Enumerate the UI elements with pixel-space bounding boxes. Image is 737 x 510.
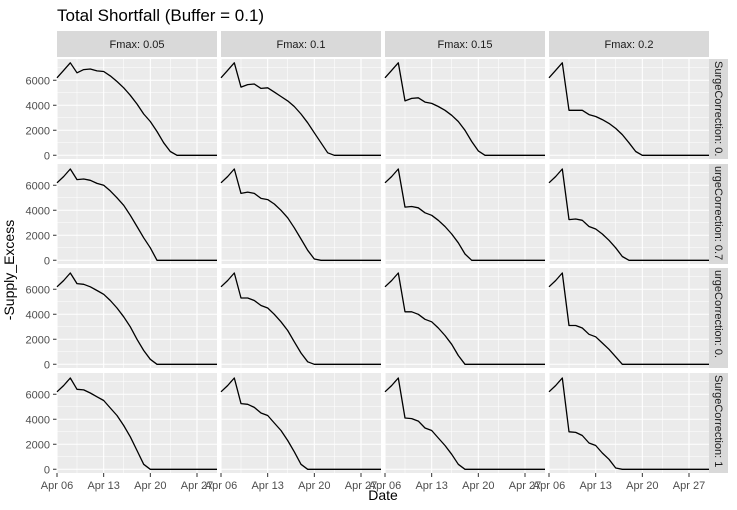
y-tick-label: 2000 [26, 125, 50, 137]
x-tick-label: Apr 20 [134, 480, 166, 492]
panel-background [221, 268, 381, 368]
y-tick-label: 0 [44, 150, 50, 162]
col-strip [221, 31, 381, 57]
x-tick-label: Apr 20 [462, 480, 494, 492]
col-strip-label: Fmax: 0.1 [277, 39, 326, 51]
x-tick-label: Apr 13 [579, 480, 611, 492]
col-strip-label: Fmax: 0.2 [605, 39, 654, 51]
row-strip-label: urgeCorrection: 0.7 [712, 166, 724, 260]
x-tick-label: Apr 13 [87, 480, 119, 492]
x-tick-label: Apr 13 [415, 480, 447, 492]
panel-background [221, 373, 381, 473]
panel-background [57, 59, 217, 159]
y-tick-label: 6000 [26, 389, 50, 401]
series-line [56, 377, 217, 470]
series-line [56, 168, 217, 261]
series-line [220, 62, 381, 156]
y-tick-label: 0 [44, 255, 50, 267]
col-strip [385, 31, 545, 57]
x-tick-label: Apr 27 [345, 480, 377, 492]
series-line [56, 62, 217, 156]
series-line [384, 62, 545, 156]
panel-background [385, 268, 545, 368]
panel-background [549, 164, 709, 264]
row-strip [709, 268, 728, 368]
y-tick-label: 0 [44, 359, 50, 371]
x-tick-label: Apr 20 [298, 480, 330, 492]
panel-background [385, 164, 545, 264]
series-line [220, 377, 381, 470]
x-axis-title: Date [368, 487, 398, 503]
x-tick-label: Apr 13 [251, 480, 283, 492]
panel-background [57, 164, 217, 264]
y-tick-label: 2000 [26, 439, 50, 451]
panel-background [57, 373, 217, 473]
chart-title: Total Shortfall (Buffer = 0.1) [57, 6, 264, 25]
x-tick-label: Apr 06 [41, 480, 73, 492]
row-strip [709, 59, 728, 159]
series-line [548, 62, 709, 156]
row-strip-label: SurgeCorrection: 0. [712, 61, 724, 156]
panel-background [549, 268, 709, 368]
panel-background [221, 164, 381, 264]
col-strip-label: Fmax: 0.05 [109, 39, 164, 51]
x-tick-label: Apr 27 [181, 480, 213, 492]
y-tick-label: 4000 [26, 414, 50, 426]
y-axis-title: -Supply_Excess [1, 220, 17, 320]
series-line [220, 168, 381, 261]
y-tick-label: 6000 [26, 284, 50, 296]
panel-background [385, 373, 545, 473]
series-line [384, 377, 545, 470]
x-tick-label: Apr 06 [533, 480, 565, 492]
y-tick-label: 0 [44, 464, 50, 476]
series-line [384, 168, 545, 261]
panel-background [57, 268, 217, 368]
series-line [56, 272, 217, 365]
series-line [548, 168, 709, 261]
panel-background [221, 59, 381, 159]
row-strip [709, 164, 728, 264]
y-tick-label: 6000 [26, 180, 50, 192]
row-strip-label: SurgeCorrection: 1 [712, 375, 724, 467]
y-tick-label: 6000 [26, 75, 50, 87]
y-tick-label: 4000 [26, 309, 50, 321]
y-tick-label: 4000 [26, 100, 50, 112]
panel-background [549, 59, 709, 159]
x-tick-label: Apr 06 [205, 480, 237, 492]
y-tick-label: 2000 [26, 230, 50, 242]
series-line [220, 272, 381, 365]
col-strip [57, 31, 217, 57]
y-tick-label: 4000 [26, 205, 50, 217]
series-line [548, 377, 709, 470]
series-line [548, 272, 709, 365]
panel-background [549, 373, 709, 473]
col-strip-label: Fmax: 0.15 [437, 39, 492, 51]
x-tick-label: Apr 27 [509, 480, 541, 492]
row-strip [709, 373, 728, 473]
y-tick-label: 2000 [26, 334, 50, 346]
col-strip [549, 31, 709, 57]
facet-grid: Fmax: 0.05 Fmax: 0.1 Fmax: 0.15 Fmax: 0.2 Su… [26, 31, 728, 492]
x-tick-label: Apr 20 [626, 480, 658, 492]
x-tick-label: Apr 27 [673, 480, 705, 492]
row-strip-label: urgeCorrection: 0. [712, 270, 724, 358]
series-line [384, 272, 545, 365]
x-tick-label: Apr 06 [369, 480, 401, 492]
panel-background [385, 59, 545, 159]
